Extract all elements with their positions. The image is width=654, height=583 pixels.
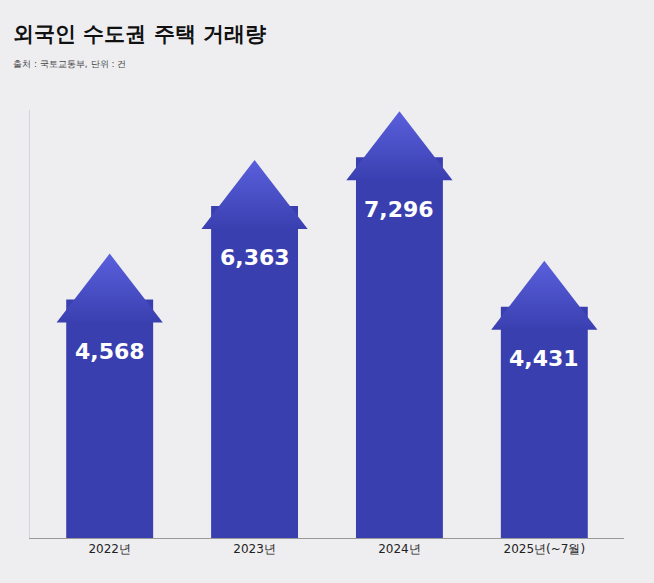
svg-text:2022년: 2022년	[88, 542, 131, 556]
svg-text:7,296: 7,296	[364, 197, 434, 222]
svg-text:출처 : 국토교통부, 단위 : 건: 출처 : 국토교통부, 단위 : 건	[13, 59, 126, 69]
svg-text:6,363: 6,363	[220, 245, 290, 270]
svg-text:외국인 수도권 주택 거래량: 외국인 수도권 주택 거래량	[13, 22, 266, 46]
svg-text:4,568: 4,568	[75, 339, 145, 364]
svg-text:2024년: 2024년	[378, 542, 421, 556]
svg-text:4,431: 4,431	[509, 346, 579, 371]
svg-text:2025년(~7월): 2025년(~7월)	[504, 542, 586, 556]
svg-text:2023년: 2023년	[233, 542, 276, 556]
